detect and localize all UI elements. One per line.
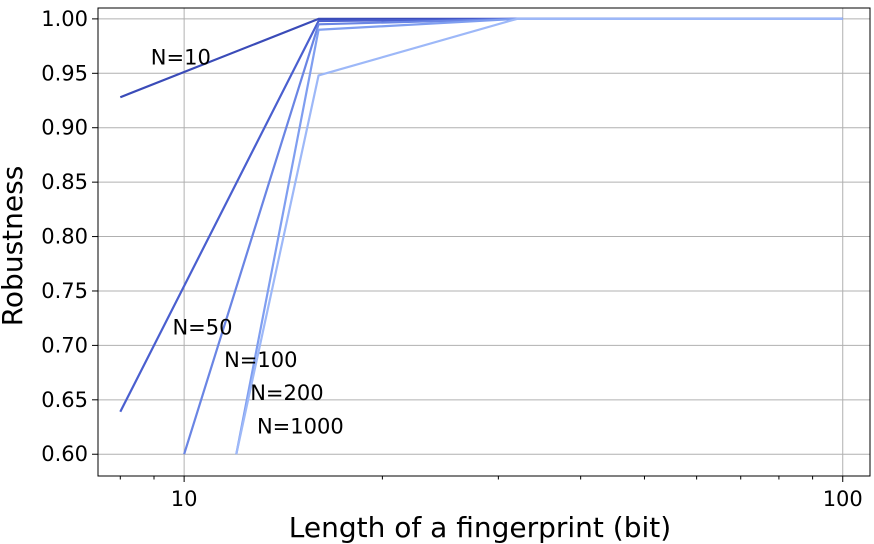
y-tick-label: 0.80 — [41, 225, 88, 249]
series-label: N=100 — [224, 348, 297, 372]
series-label: N=50 — [172, 316, 232, 340]
series-label: N=10 — [151, 46, 211, 70]
series-labels: N=10 N=50 N=100 N=200 N=1000 — [151, 46, 344, 439]
y-tick-label: 0.75 — [41, 279, 88, 303]
y-tick-label: 0.95 — [41, 61, 88, 85]
plot-frame — [97, 7, 871, 477]
tick-labels: 0.60 0.65 0.70 0.75 0.80 0.85 0.90 0.95 1.00 10 10… — [41, 7, 863, 511]
series-line — [235, 17, 843, 455]
y-tick-label: 0.90 — [41, 116, 88, 140]
x-axis-label: Length of a fingerprint (bit) — [289, 511, 671, 544]
y-axis-label: Robustness — [0, 166, 29, 327]
tick-marks — [92, 18, 844, 482]
y-tick-label: 0.65 — [41, 388, 88, 412]
series-lines — [119, 17, 843, 455]
series-label: N=200 — [250, 381, 323, 405]
y-tick-label: 1.00 — [41, 7, 88, 31]
y-tick-label: 0.60 — [41, 442, 88, 466]
grid — [98, 8, 870, 476]
series-line — [119, 17, 843, 99]
x-tick-label: 100 — [823, 487, 863, 511]
y-tick-label: 0.85 — [41, 170, 88, 194]
x-tick-label: 10 — [171, 487, 198, 511]
y-tick-label: 0.70 — [41, 333, 88, 357]
series-label: N=1000 — [257, 415, 344, 439]
